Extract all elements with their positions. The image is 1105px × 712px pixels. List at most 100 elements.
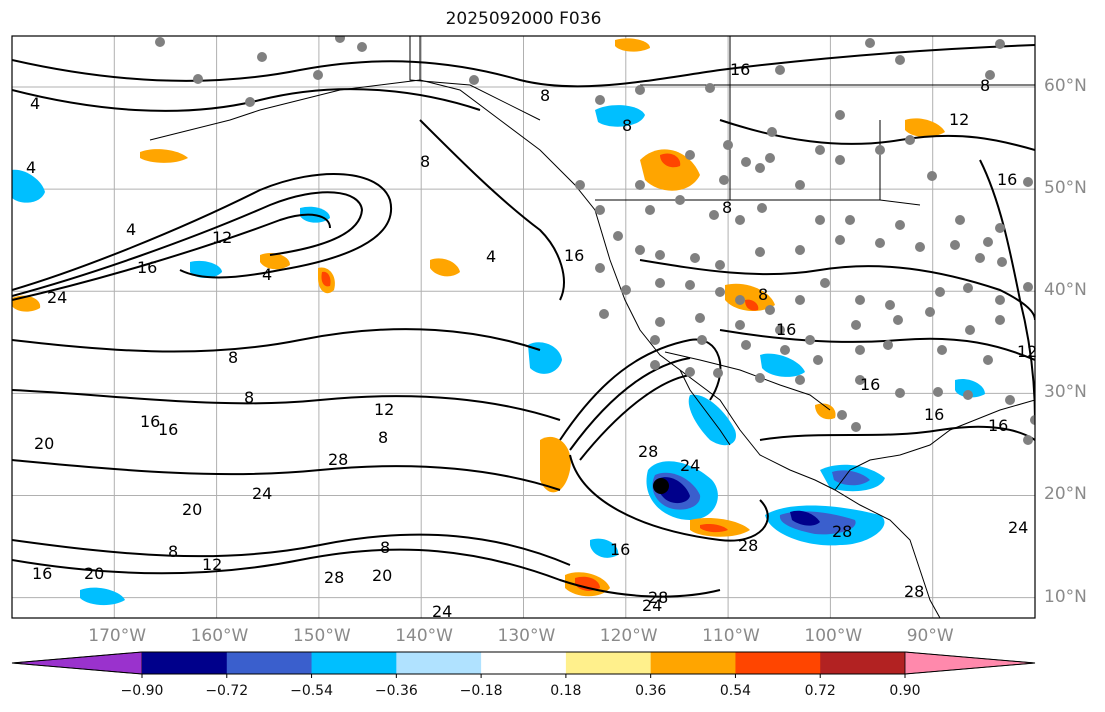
contour-label: 16 xyxy=(564,246,585,265)
colorbar-segment xyxy=(650,652,736,674)
hurricane-center-marker xyxy=(653,478,669,494)
contour-label: 12 xyxy=(212,228,233,247)
contour-label: 16 xyxy=(997,170,1018,189)
contour-label: 8 xyxy=(980,76,991,95)
station-dot xyxy=(335,36,345,43)
contour-label: 8 xyxy=(380,538,391,557)
station-dot xyxy=(895,220,905,230)
station-dot xyxy=(855,345,865,355)
station-dot xyxy=(715,260,725,270)
contour-label: 28 xyxy=(328,450,349,469)
pacific-nw-contour xyxy=(419,119,565,301)
jet-contour-2 xyxy=(12,191,364,297)
contour-label: 24 xyxy=(680,456,701,475)
colorbar-tick-label: 0.18 xyxy=(550,683,582,699)
contour-label: 28 xyxy=(324,568,345,587)
colorbar-tick-label: −0.72 xyxy=(205,683,249,699)
station-dot xyxy=(705,83,715,93)
station-dot xyxy=(975,253,985,263)
anomaly-red-mexico-south xyxy=(700,523,728,533)
station-dot xyxy=(997,257,1007,267)
contour-label: 24 xyxy=(47,288,68,307)
contour-label: 8 xyxy=(540,86,551,105)
station-dot xyxy=(925,307,935,317)
contour-label: 8 xyxy=(722,198,733,217)
gulf-contour xyxy=(759,425,1035,441)
contour-label: 4 xyxy=(30,94,41,113)
anomaly-orange-canada-east xyxy=(905,118,945,138)
anomaly-red-southpac xyxy=(575,576,600,591)
station-dot xyxy=(883,340,893,350)
station-dot xyxy=(709,210,719,220)
station-dot xyxy=(815,145,825,155)
station-dot xyxy=(650,335,660,345)
contour-label: 20 xyxy=(84,564,105,583)
contour-label: 24 xyxy=(252,484,273,503)
station-dot xyxy=(805,335,815,345)
station-dot xyxy=(357,42,367,52)
station-dot xyxy=(933,387,943,397)
station-dot xyxy=(1023,435,1033,445)
trough-contour-3 xyxy=(579,374,691,461)
station-dot xyxy=(983,355,993,365)
station-dot xyxy=(257,52,267,62)
map-panel xyxy=(12,36,1035,618)
station-dot xyxy=(735,320,745,330)
contour-label: 28 xyxy=(904,582,925,601)
mid-contour-1 xyxy=(12,328,541,353)
trough-contour-2 xyxy=(569,357,691,451)
station-dot xyxy=(755,163,765,173)
contour-label: 20 xyxy=(372,566,393,585)
longitude-label: 120°W xyxy=(599,626,658,646)
contour-label: 8 xyxy=(420,152,431,171)
station-dot xyxy=(795,375,805,385)
station-dot xyxy=(865,38,875,48)
station-dot xyxy=(613,231,623,241)
station-dot xyxy=(741,340,751,350)
colorbar-tick-label: −0.18 xyxy=(459,683,503,699)
station-dot xyxy=(715,287,725,297)
station-dot xyxy=(193,74,203,84)
station-dot xyxy=(697,335,707,345)
station-dot xyxy=(1023,177,1033,187)
station-dot xyxy=(469,75,479,85)
station-dot xyxy=(927,171,937,181)
contour-label: 4 xyxy=(486,247,497,266)
latitude-label: 40°N xyxy=(1044,280,1087,301)
station-dot xyxy=(685,280,695,290)
colorbar-segment xyxy=(565,652,652,674)
station-dot xyxy=(915,242,925,252)
contour-label: 4 xyxy=(126,220,137,239)
latitude-label: 20°N xyxy=(1044,484,1087,505)
station-dot xyxy=(755,373,765,383)
station-dot xyxy=(765,305,775,315)
southern-contour-2 xyxy=(12,533,571,566)
us-contour-1 xyxy=(639,259,1035,321)
jet-contour-1 xyxy=(12,173,393,291)
contour-label: 16 xyxy=(860,375,881,394)
latitude-label: 50°N xyxy=(1044,178,1087,199)
station-dot xyxy=(313,70,323,80)
station-dot xyxy=(245,97,255,107)
latitude-label: 30°N xyxy=(1044,382,1087,403)
station-dot xyxy=(935,287,945,297)
station-dot xyxy=(950,240,960,250)
contour-label: 8 xyxy=(244,388,255,407)
longitude-label: 90°W xyxy=(906,626,954,646)
station-dot xyxy=(595,95,605,105)
station-dot xyxy=(655,278,665,288)
station-dot xyxy=(983,237,993,247)
contour-label: 12 xyxy=(202,555,223,574)
station-dot xyxy=(635,245,645,255)
anomaly-orange-gulf xyxy=(815,403,836,420)
swirl-contour xyxy=(569,454,769,542)
station-dot xyxy=(937,345,947,355)
station-dot xyxy=(905,135,915,145)
contour-label: 28 xyxy=(638,442,659,461)
station-dot xyxy=(655,250,665,260)
station-dot xyxy=(767,127,777,137)
latitude-label: 10°N xyxy=(1044,586,1087,607)
anomaly-orange-west xyxy=(12,295,41,312)
contour-label: 16 xyxy=(32,564,53,583)
longitude-label: 140°W xyxy=(395,626,453,646)
